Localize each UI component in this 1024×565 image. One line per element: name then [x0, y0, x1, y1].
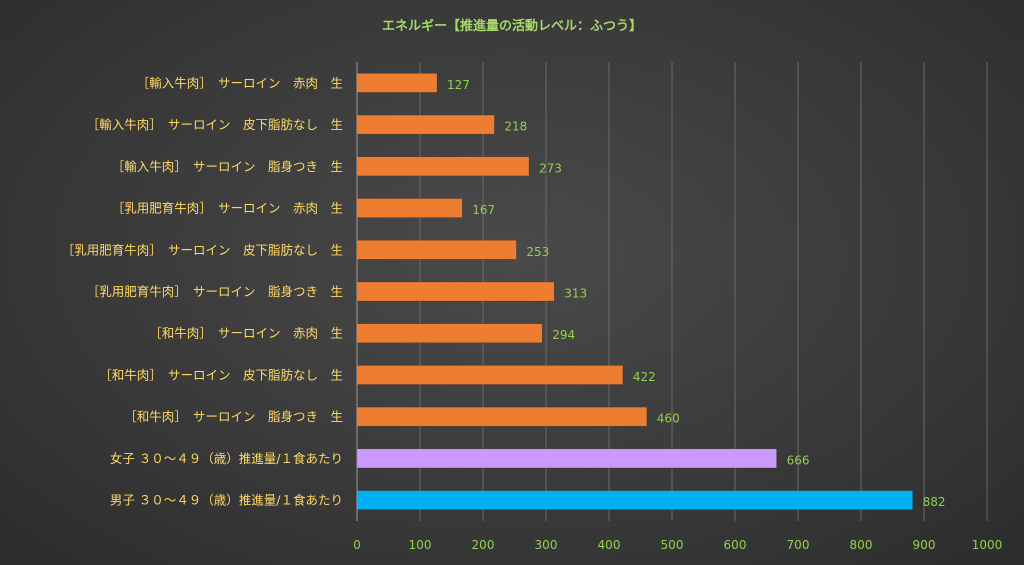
category-label: ［乳用肥育牛肉］ サーロイン 皮下脂肪なし 生 — [62, 242, 343, 257]
category-label: ［輸入牛肉］ サーロイン 皮下脂肪なし 生 — [87, 117, 343, 132]
data-label: 253 — [526, 245, 549, 259]
bar — [356, 448, 777, 469]
category-labels: ［輸入牛肉］ サーロイン 赤肉 生 ［輸入牛肉］ サーロイン 皮下脂肪なし 生 ［輸… — [62, 75, 343, 507]
bar — [356, 406, 648, 427]
x-tick-label: 500 — [661, 538, 684, 552]
data-label: 882 — [923, 495, 946, 509]
x-tick-label: 700 — [787, 538, 810, 552]
bar — [356, 323, 543, 343]
x-tick-label: 900 — [913, 538, 936, 552]
bar — [356, 73, 438, 93]
category-label: ［和牛肉］ サーロイン 赤肉 生 — [149, 326, 343, 341]
bar — [356, 198, 463, 218]
x-tick-label: 200 — [472, 538, 495, 552]
bar — [356, 281, 555, 302]
data-label: 294 — [552, 328, 575, 342]
bar — [356, 365, 624, 385]
data-labels: 127 218 273 167 253 313 294 422 460 666 882 — [447, 78, 946, 509]
category-label: ［輸入牛肉］ サーロイン 赤肉 生 — [137, 75, 343, 90]
data-label: 460 — [657, 412, 680, 426]
x-tick-label: 100 — [409, 538, 432, 552]
x-tick-label: 1000 — [972, 538, 1003, 552]
data-label: 666 — [787, 453, 810, 467]
data-label: 167 — [472, 203, 495, 217]
category-label: 男子 ３０～４９（歳）推進量/１食あたり — [110, 493, 343, 508]
category-label: ［和牛肉］ サーロイン 皮下脂肪なし 生 — [99, 367, 343, 382]
data-label: 127 — [447, 78, 470, 92]
bar — [356, 490, 913, 510]
x-tick-label: 0 — [353, 538, 361, 552]
category-label: ［乳用肥育牛肉］ サーロイン 脂身つき 生 — [87, 284, 343, 299]
bar — [356, 240, 517, 260]
data-label: 218 — [504, 120, 527, 134]
x-tick-label: 300 — [535, 538, 558, 552]
category-label: ［和牛肉］ サーロイン 脂身つき 生 — [124, 409, 343, 424]
chart-title: エネルギー【推進量の活動レベル：ふつう】 — [382, 18, 642, 34]
category-label: ［輸入牛肉］ サーロイン 脂身つき 生 — [112, 159, 343, 174]
x-tick-label: 600 — [724, 538, 747, 552]
bars — [356, 73, 913, 510]
x-tick-label: 400 — [598, 538, 621, 552]
category-label: ［乳用肥育牛肉］ サーロイン 赤肉 生 — [112, 201, 343, 216]
data-label: 313 — [564, 287, 587, 301]
bar — [356, 156, 530, 177]
category-label: 女子 ３０～４９（歳）推進量/１食あたり — [110, 451, 343, 466]
gridlines — [419, 62, 988, 521]
x-tick-label: 800 — [850, 538, 873, 552]
data-label: 273 — [539, 161, 562, 175]
data-label: 422 — [633, 370, 656, 384]
x-axis-tick-labels: 0 100 200 300 400 500 600 700 800 900 1000 — [353, 538, 1002, 552]
bar — [356, 114, 495, 135]
